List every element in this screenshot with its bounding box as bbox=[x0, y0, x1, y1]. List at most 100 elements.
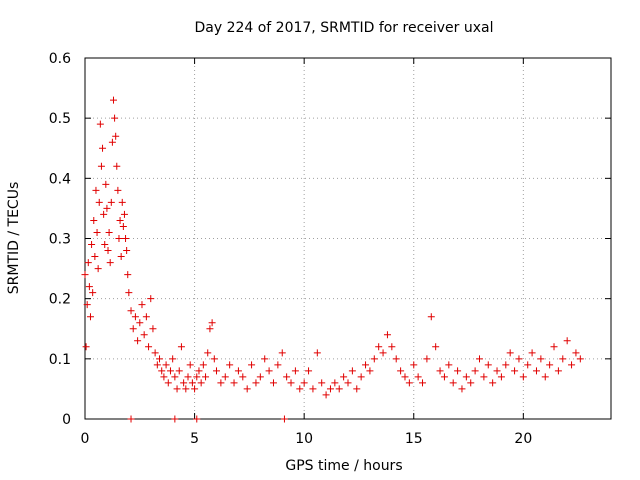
data-point bbox=[546, 361, 554, 369]
data-point bbox=[497, 373, 505, 381]
data-point bbox=[113, 162, 121, 170]
data-point bbox=[454, 367, 462, 375]
data-point bbox=[106, 259, 114, 267]
data-point bbox=[410, 361, 418, 369]
data-point bbox=[300, 379, 308, 387]
data-point bbox=[414, 373, 422, 381]
data-point bbox=[287, 379, 295, 387]
data-point bbox=[131, 313, 139, 321]
data-point bbox=[162, 361, 170, 369]
data-point bbox=[559, 355, 567, 363]
data-point bbox=[458, 385, 466, 393]
x-tick-label: 20 bbox=[514, 431, 532, 447]
data-point bbox=[102, 180, 110, 188]
data-point bbox=[124, 271, 132, 279]
data-point bbox=[322, 391, 330, 399]
data-point bbox=[202, 373, 210, 381]
data-point bbox=[103, 204, 111, 212]
data-point bbox=[423, 355, 431, 363]
data-point bbox=[484, 361, 492, 369]
data-point bbox=[93, 228, 101, 236]
data-point bbox=[265, 367, 273, 375]
data-point bbox=[366, 367, 374, 375]
data-point bbox=[140, 331, 148, 339]
data-point bbox=[489, 379, 497, 387]
data-point bbox=[388, 343, 396, 351]
data-point bbox=[94, 265, 102, 273]
data-point bbox=[208, 319, 216, 327]
data-point bbox=[392, 355, 400, 363]
data-point bbox=[171, 373, 179, 381]
data-point bbox=[269, 379, 277, 387]
data-point bbox=[171, 415, 179, 423]
data-point bbox=[405, 379, 413, 387]
data-point bbox=[180, 379, 188, 387]
data-point bbox=[296, 385, 304, 393]
data-point bbox=[568, 361, 576, 369]
data-point bbox=[278, 349, 286, 357]
data-point bbox=[96, 120, 104, 128]
data-point bbox=[129, 325, 137, 333]
data-point bbox=[449, 379, 457, 387]
data-point bbox=[528, 349, 536, 357]
data-point bbox=[114, 186, 122, 194]
data-point bbox=[81, 271, 89, 279]
data-point bbox=[164, 379, 172, 387]
data-point bbox=[122, 235, 130, 242]
data-point bbox=[97, 162, 105, 170]
data-point bbox=[206, 325, 214, 333]
data-point bbox=[230, 379, 238, 387]
data-point bbox=[197, 379, 205, 387]
data-point bbox=[156, 355, 164, 363]
data-point bbox=[541, 373, 549, 381]
data-point bbox=[344, 379, 352, 387]
data-point bbox=[92, 186, 100, 194]
y-axis-label: SRMTID / TECUs bbox=[6, 182, 22, 295]
data-point bbox=[188, 379, 196, 387]
data-point bbox=[480, 373, 488, 381]
data-point bbox=[89, 289, 97, 297]
data-point bbox=[199, 361, 207, 369]
data-point bbox=[195, 367, 203, 375]
data-point bbox=[432, 343, 440, 351]
data-point bbox=[357, 373, 365, 381]
data-point bbox=[182, 385, 190, 393]
data-point bbox=[476, 355, 483, 363]
data-point bbox=[193, 373, 201, 381]
data-point bbox=[532, 367, 540, 375]
data-point bbox=[572, 349, 580, 357]
data-point bbox=[226, 361, 234, 369]
chart-title: Day 224 of 2017, SRMTID for receiver uxa… bbox=[194, 20, 493, 36]
data-point bbox=[440, 373, 448, 381]
data-point bbox=[119, 222, 127, 230]
y-tick-label: 0.5 bbox=[49, 111, 71, 127]
data-point bbox=[138, 301, 146, 309]
x-axis-label: GPS time / hours bbox=[285, 458, 402, 474]
data-point bbox=[120, 210, 128, 218]
data-point bbox=[158, 367, 166, 375]
data-point bbox=[213, 367, 220, 375]
data-point bbox=[331, 379, 339, 387]
data-point bbox=[261, 355, 269, 363]
data-point bbox=[83, 301, 91, 309]
data-point bbox=[318, 379, 326, 387]
data-point bbox=[99, 144, 107, 152]
data-point bbox=[335, 385, 343, 393]
data-point bbox=[515, 355, 523, 363]
data-point bbox=[104, 247, 112, 255]
data-point bbox=[370, 355, 378, 363]
data-point bbox=[554, 367, 562, 375]
data-point bbox=[95, 198, 103, 206]
data-point bbox=[105, 228, 113, 236]
data-point bbox=[248, 361, 256, 369]
data-point bbox=[85, 283, 93, 291]
data-point bbox=[145, 343, 153, 351]
data-point bbox=[101, 241, 109, 249]
data-point bbox=[136, 319, 144, 327]
data-point bbox=[239, 373, 247, 381]
data-point bbox=[511, 367, 519, 375]
data-point bbox=[313, 349, 321, 357]
data-point bbox=[117, 253, 125, 261]
data-point bbox=[519, 373, 527, 381]
y-tick-label: 0 bbox=[62, 412, 71, 428]
